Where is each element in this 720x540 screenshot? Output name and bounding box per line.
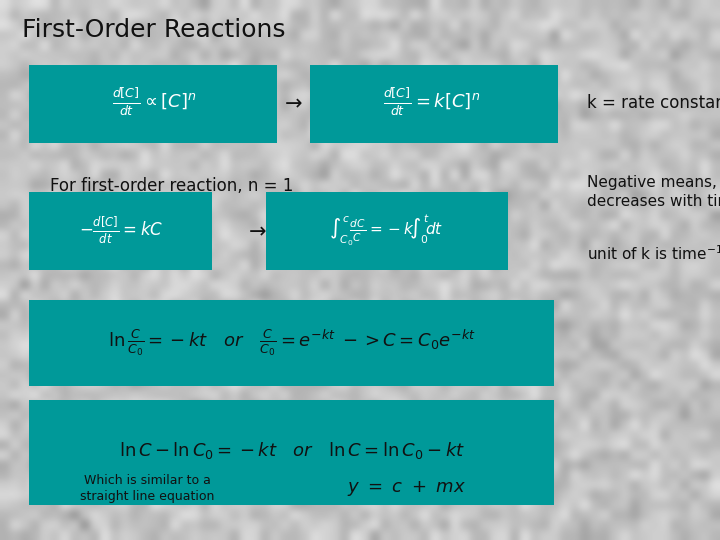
Bar [29, 65, 277, 143]
Bar [266, 192, 508, 270]
Text: Negative means, [C]
decreases with time: Negative means, [C] decreases with time [587, 175, 720, 208]
Bar [29, 400, 554, 505]
Text: $\frac{d[C]}{dt} = k[C]^n$: $\frac{d[C]}{dt} = k[C]^n$ [383, 87, 481, 118]
Text: unit of k is time$^{-1}$: unit of k is time$^{-1}$ [587, 245, 720, 263]
Text: $y \ = \ c \ + \ mx$: $y \ = \ c \ + \ mx$ [347, 479, 467, 498]
Text: $\rightarrow$: $\rightarrow$ [244, 220, 267, 241]
Bar [29, 192, 212, 270]
Text: $\rightarrow$: $\rightarrow$ [280, 92, 303, 113]
Text: $\frac{d[C]}{dt} \propto [C]^n$: $\frac{d[C]}{dt} \propto [C]^n$ [112, 87, 197, 118]
Text: For first-order reaction, n = 1: For first-order reaction, n = 1 [50, 177, 294, 195]
Text: $\ln\frac{C}{C_0}=-kt \quad or \quad \frac{C}{C_0}=e^{-kt} \; -> C=C_0 e^{-kt}$: $\ln\frac{C}{C_0}=-kt \quad or \quad \fr… [108, 328, 475, 358]
Text: Which is similar to a
straight line equation: Which is similar to a straight line equa… [81, 474, 215, 503]
Bar [29, 300, 554, 386]
Text: $\ln C - \ln C_0 = -kt \quad or \quad \ln C = \ln C_0 - kt$: $\ln C - \ln C_0 = -kt \quad or \quad \l… [119, 441, 464, 461]
Text: First-Order Reactions: First-Order Reactions [22, 18, 285, 42]
Text: $\int_{C_0}^{c}\!\frac{dC}{C}=-k\!\int_{0}^{t}\!dt$: $\int_{C_0}^{c}\!\frac{dC}{C}=-k\!\int_{… [329, 213, 443, 248]
Text: $-\frac{d[C]}{dt} = kC$: $-\frac{d[C]}{dt} = kC$ [79, 215, 163, 246]
Text: k = rate constant: k = rate constant [587, 93, 720, 112]
Bar [310, 65, 558, 143]
